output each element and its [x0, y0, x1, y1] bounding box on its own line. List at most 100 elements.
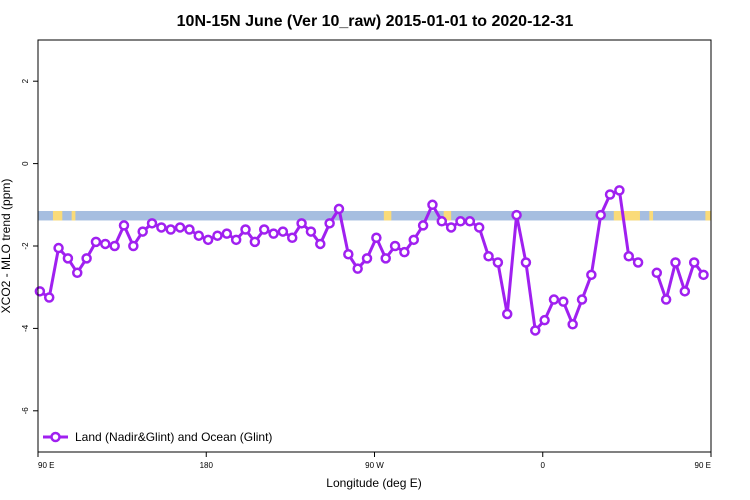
y-tick-label: -2: [21, 242, 30, 250]
x-tick-label: 90 W: [365, 461, 384, 470]
land-segment: [71, 210, 76, 221]
data-point: [352, 263, 363, 274]
land-segment: [383, 210, 392, 221]
data-point: [632, 257, 644, 268]
data-point: [464, 216, 476, 227]
series-layer: [34, 185, 709, 336]
land-ocean-band: [38, 210, 711, 221]
data-point: [230, 234, 242, 246]
data-point: [53, 242, 64, 254]
data-point: [43, 292, 55, 303]
plot-frame: [37, 39, 712, 453]
data-point: [72, 267, 83, 279]
data-point: [202, 234, 214, 246]
data-point: [417, 220, 429, 231]
x-tick-label: 90 E: [38, 461, 54, 470]
data-point: [539, 314, 550, 326]
data-point: [399, 246, 410, 258]
data-point: [595, 209, 606, 221]
data-point: [436, 216, 448, 227]
data-point: [698, 269, 709, 281]
y-tick-label: 2: [21, 78, 30, 83]
data-point: [380, 253, 391, 264]
data-point: [623, 251, 634, 262]
data-point: [614, 185, 625, 196]
y-tick-label: -6: [21, 407, 30, 415]
y-tick-label: 0: [21, 161, 30, 166]
data-point: [371, 232, 382, 244]
y-axis: 2 0 -2 -4 -6: [21, 78, 38, 414]
data-point: [343, 248, 354, 260]
data-point: [651, 267, 663, 279]
data-point: [137, 226, 148, 237]
y-axis-label: XCO2 - MLO trend (ppm): [0, 179, 13, 314]
data-point: [156, 222, 167, 233]
x-tick-label: 90 E: [695, 461, 711, 470]
data-point: [408, 234, 420, 246]
y-tick-label: -4: [21, 324, 30, 332]
chart-title: 10N-15N June (Ver 10_raw) 2015-01-01 to …: [177, 13, 574, 30]
data-point: [286, 232, 298, 244]
data-point: [305, 226, 317, 237]
data-point: [128, 240, 139, 252]
x-axis-label: Longitude (deg E): [326, 476, 421, 490]
data-point: [221, 228, 233, 239]
data-point: [389, 240, 401, 252]
data-point: [333, 203, 345, 215]
data-point: [483, 251, 494, 262]
data-point: [277, 226, 289, 237]
data-point: [604, 189, 616, 200]
data-point: [670, 257, 681, 268]
data-point: [530, 325, 541, 336]
data-point: [455, 216, 466, 227]
legend-marker-swatch: [50, 431, 61, 443]
data-point: [361, 253, 373, 264]
data-point: [492, 257, 504, 268]
data-point: [688, 257, 700, 268]
data-point: [473, 222, 485, 233]
data-point: [118, 220, 130, 231]
data-point: [427, 199, 438, 211]
data-point: [268, 228, 279, 239]
data-point: [146, 218, 158, 229]
data-point: [324, 218, 335, 229]
data-point: [34, 286, 46, 297]
legend-label: Land (Nadir&Glint) and Ocean (Glint): [75, 430, 272, 444]
data-point: [62, 253, 74, 264]
data-point: [100, 238, 111, 250]
land-segment: [613, 210, 640, 221]
land-segment: [443, 210, 452, 221]
data-point: [81, 253, 92, 264]
data-point: [445, 222, 457, 233]
x-tick-label: 0: [541, 461, 546, 470]
data-point: [240, 224, 251, 235]
x-axis: 90 E 180 90 W 0 90 E: [37, 452, 712, 470]
data-point: [660, 294, 672, 305]
ocean-band: [38, 210, 711, 221]
data-point: [576, 294, 588, 305]
data-point: [558, 296, 569, 307]
data-point: [315, 238, 326, 250]
data-point: [212, 230, 223, 241]
data-point: [174, 222, 186, 233]
land-segment: [52, 210, 63, 221]
data-point: [548, 294, 560, 305]
data-point: [501, 308, 513, 320]
data-point: [90, 236, 102, 248]
legend: Land (Nadir&Glint) and Ocean (Glint): [43, 430, 272, 444]
data-point: [567, 319, 578, 330]
data-point: [296, 218, 307, 229]
data-point: [679, 286, 691, 297]
land-segment: [705, 210, 711, 221]
data-point: [520, 257, 532, 268]
data-point: [109, 240, 120, 252]
data-point: [258, 224, 270, 235]
data-point: [184, 224, 195, 235]
series-line: [655, 257, 705, 305]
data-point: [511, 209, 522, 221]
data-point: [165, 224, 176, 235]
x-tick-label: 180: [200, 461, 214, 470]
data-point: [193, 230, 205, 241]
data-point: [249, 236, 261, 248]
